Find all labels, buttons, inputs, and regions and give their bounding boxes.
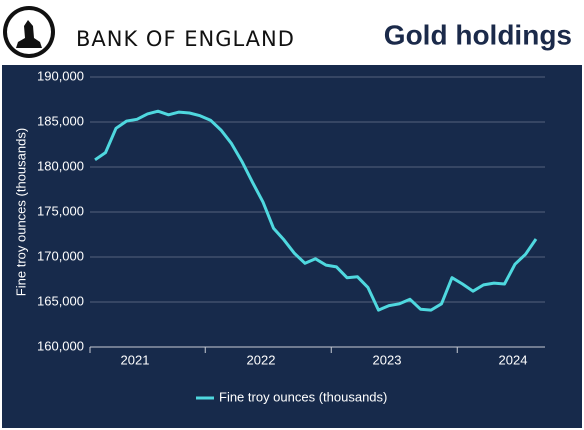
y-tick-label: 185,000 xyxy=(37,113,84,128)
legend-label: Fine troy ounces (thousands) xyxy=(219,389,387,404)
header-bg xyxy=(0,0,584,64)
y-tick-label: 190,000 xyxy=(37,68,84,83)
y-tick-label: 160,000 xyxy=(37,338,84,353)
y-tick-label: 180,000 xyxy=(37,158,84,173)
y-tick-label: 170,000 xyxy=(37,248,84,263)
logo xyxy=(3,6,55,58)
x-tick-label: 2022 xyxy=(247,352,276,367)
x-tick-label: 2021 xyxy=(121,352,150,367)
y-tick-label: 165,000 xyxy=(37,293,84,308)
plot-bg xyxy=(2,65,582,428)
brand: BANK OF ENGLAND xyxy=(76,27,295,51)
chart-title: Gold holdings xyxy=(384,19,572,50)
x-tick-label: 2024 xyxy=(499,352,528,367)
x-tick-label: 2023 xyxy=(373,352,402,367)
y-tick-label: 175,000 xyxy=(37,203,84,218)
y-axis-label: Fine troy ounces (thousands) xyxy=(13,128,28,296)
data-line xyxy=(94,109,538,312)
